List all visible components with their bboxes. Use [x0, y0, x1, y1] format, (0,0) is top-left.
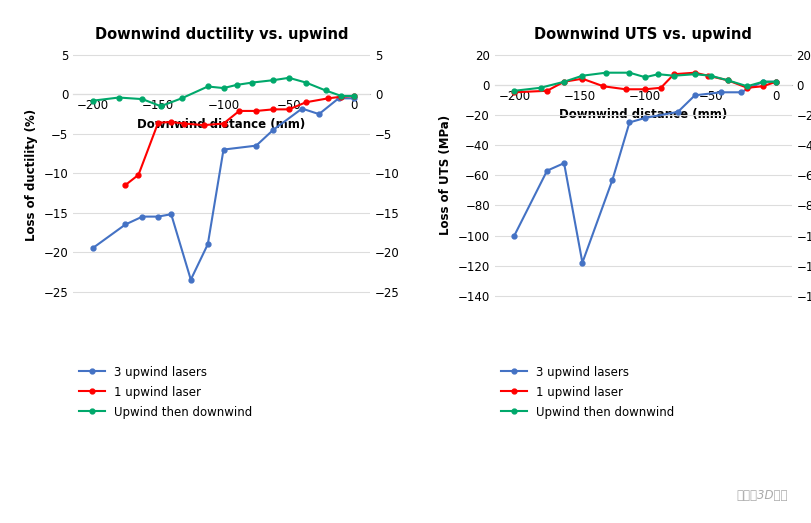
Y-axis label: Loss of ductility (%): Loss of ductility (%) [25, 109, 38, 241]
Legend: 3 upwind lasers, 1 upwind laser, Upwind then downwind: 3 upwind lasers, 1 upwind laser, Upwind … [500, 366, 673, 419]
X-axis label: Downwind distance (mm): Downwind distance (mm) [559, 108, 727, 121]
Y-axis label: Loss of UTS (MPa): Loss of UTS (MPa) [439, 115, 452, 235]
X-axis label: Downwind distance (mm): Downwind distance (mm) [137, 118, 305, 131]
Legend: 3 upwind lasers, 1 upwind laser, Upwind then downwind: 3 upwind lasers, 1 upwind laser, Upwind … [79, 366, 252, 419]
Title: Downwind ductility vs. upwind: Downwind ductility vs. upwind [95, 27, 348, 42]
Title: Downwind UTS vs. upwind: Downwind UTS vs. upwind [534, 27, 751, 42]
Text: 南极熊3D打印: 南极熊3D打印 [736, 489, 787, 502]
